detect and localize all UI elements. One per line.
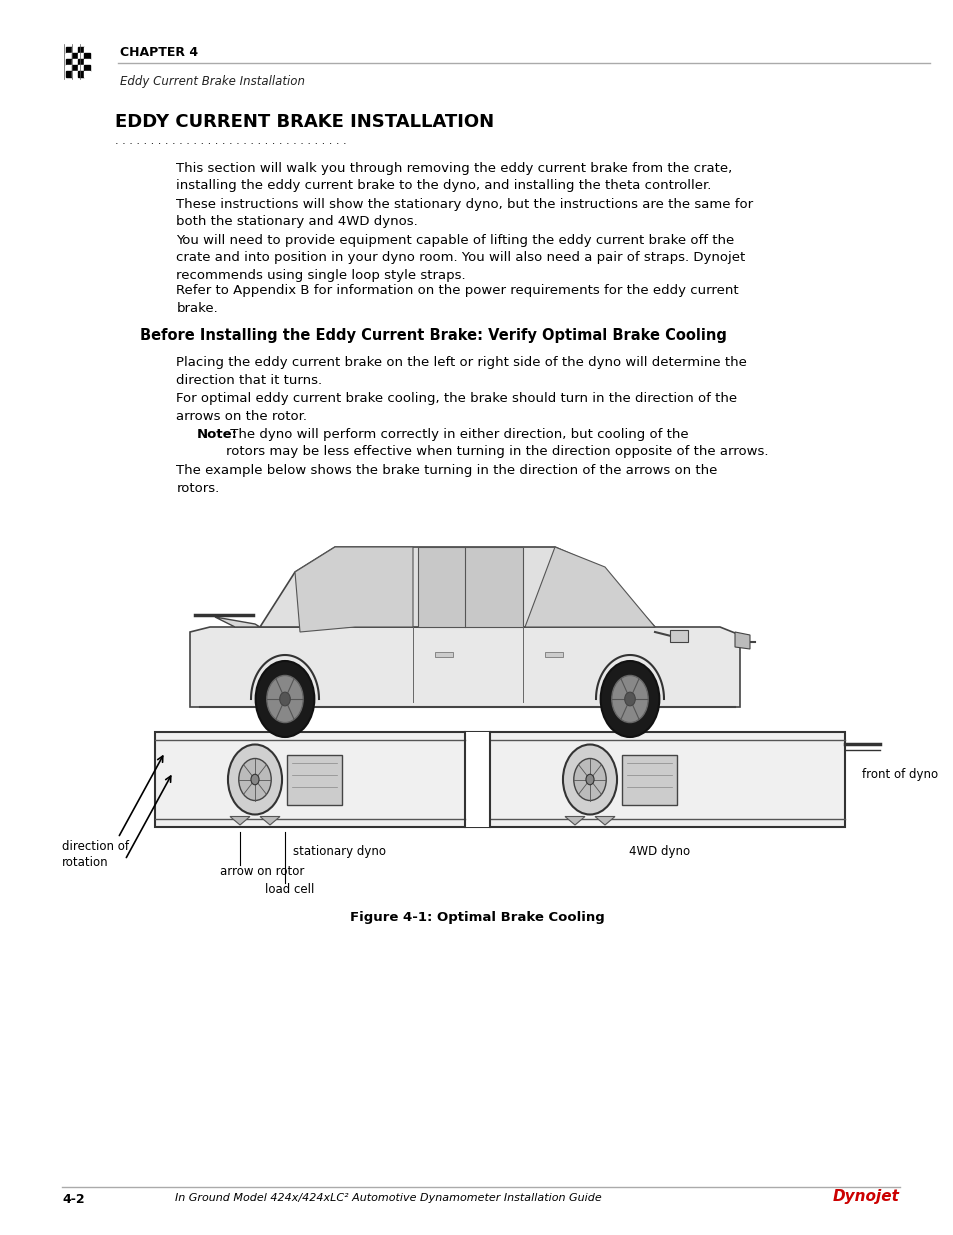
- Text: CHAPTER 4: CHAPTER 4: [120, 46, 198, 58]
- Bar: [669, 630, 687, 642]
- Circle shape: [611, 676, 647, 722]
- Bar: [621, 755, 677, 804]
- Polygon shape: [230, 816, 250, 825]
- Bar: [84, 47, 90, 53]
- Text: EDDY CURRENT BRAKE INSTALLATION: EDDY CURRENT BRAKE INSTALLATION: [115, 112, 494, 131]
- Text: Refer to Appendix B for information on the power requirements for the eddy curre: Refer to Appendix B for information on t…: [176, 284, 739, 315]
- Circle shape: [267, 676, 303, 722]
- Polygon shape: [734, 632, 749, 650]
- Text: load cell: load cell: [265, 883, 314, 897]
- Bar: [71, 59, 78, 65]
- Text: The dyno will perform correctly in either direction, but cooling of the
rotors m: The dyno will perform correctly in eithe…: [226, 429, 768, 458]
- Text: For optimal eddy current brake cooling, the brake should turn in the direction o: For optimal eddy current brake cooling, …: [176, 391, 737, 422]
- Circle shape: [624, 692, 635, 706]
- Text: Eddy Current Brake Installation: Eddy Current Brake Installation: [120, 75, 305, 88]
- Bar: [154, 732, 844, 827]
- Polygon shape: [595, 816, 615, 825]
- Bar: [66, 70, 71, 77]
- Circle shape: [255, 661, 314, 737]
- Polygon shape: [417, 547, 522, 627]
- Bar: [84, 59, 90, 65]
- Circle shape: [573, 758, 605, 800]
- Text: Dynojet: Dynojet: [832, 1189, 899, 1204]
- Circle shape: [562, 745, 617, 815]
- Polygon shape: [190, 627, 740, 706]
- Bar: [66, 53, 71, 59]
- Bar: [435, 652, 453, 657]
- Bar: [78, 47, 84, 53]
- Bar: [71, 65, 78, 70]
- Circle shape: [585, 774, 594, 784]
- Bar: [78, 70, 84, 77]
- Bar: [84, 65, 90, 70]
- Circle shape: [228, 745, 282, 815]
- Text: 4WD dyno: 4WD dyno: [629, 845, 690, 858]
- Bar: [84, 53, 90, 59]
- Text: Placing the eddy current brake on the left or right side of the dyno will determ: Placing the eddy current brake on the le…: [176, 356, 746, 387]
- Bar: [78, 53, 84, 59]
- Text: The example below shows the brake turning in the direction of the arrows on the
: The example below shows the brake turnin…: [176, 464, 717, 494]
- Bar: [84, 70, 90, 77]
- Text: arrow on rotor: arrow on rotor: [220, 864, 304, 878]
- Bar: [464, 732, 490, 827]
- Text: Note:: Note:: [196, 429, 237, 441]
- Polygon shape: [564, 816, 584, 825]
- Text: stationary dyno: stationary dyno: [294, 845, 386, 858]
- Text: This section will walk you through removing the eddy current brake from the crat: This section will walk you through remov…: [176, 162, 732, 193]
- Circle shape: [600, 661, 659, 737]
- Circle shape: [238, 758, 271, 800]
- Circle shape: [251, 774, 259, 784]
- Text: 4-2: 4-2: [62, 1193, 85, 1207]
- Bar: [71, 70, 78, 77]
- Bar: [544, 652, 562, 657]
- Polygon shape: [260, 816, 280, 825]
- Bar: [66, 59, 71, 65]
- Bar: [66, 65, 71, 70]
- Text: Figure 4-1: Optimal Brake Cooling: Figure 4-1: Optimal Brake Cooling: [349, 911, 604, 924]
- Text: You will need to provide equipment capable of lifting the eddy current brake off: You will need to provide equipment capab…: [176, 233, 745, 282]
- Bar: [66, 47, 71, 53]
- Bar: [71, 47, 78, 53]
- Text: direction of
rotation: direction of rotation: [62, 840, 129, 869]
- Polygon shape: [294, 547, 413, 632]
- Polygon shape: [214, 618, 260, 627]
- Text: Before Installing the Eddy Current Brake: Verify Optimal Brake Cooling: Before Installing the Eddy Current Brake…: [140, 329, 726, 343]
- Bar: [71, 53, 78, 59]
- Bar: [78, 59, 84, 65]
- Polygon shape: [260, 547, 655, 627]
- Text: . . . . . . . . . . . . . . . . . . . . . . . . . . . . . . . . .: . . . . . . . . . . . . . . . . . . . . …: [115, 136, 346, 146]
- Circle shape: [279, 692, 290, 706]
- Text: front of dyno: front of dyno: [862, 768, 937, 781]
- Bar: [287, 755, 342, 804]
- Text: In Ground Model 424x/424xLC² Automotive Dynamometer Installation Guide: In Ground Model 424x/424xLC² Automotive …: [174, 1193, 601, 1203]
- Polygon shape: [524, 547, 655, 627]
- Bar: [78, 65, 84, 70]
- Text: These instructions will show the stationary dyno, but the instructions are the s: These instructions will show the station…: [176, 198, 753, 228]
